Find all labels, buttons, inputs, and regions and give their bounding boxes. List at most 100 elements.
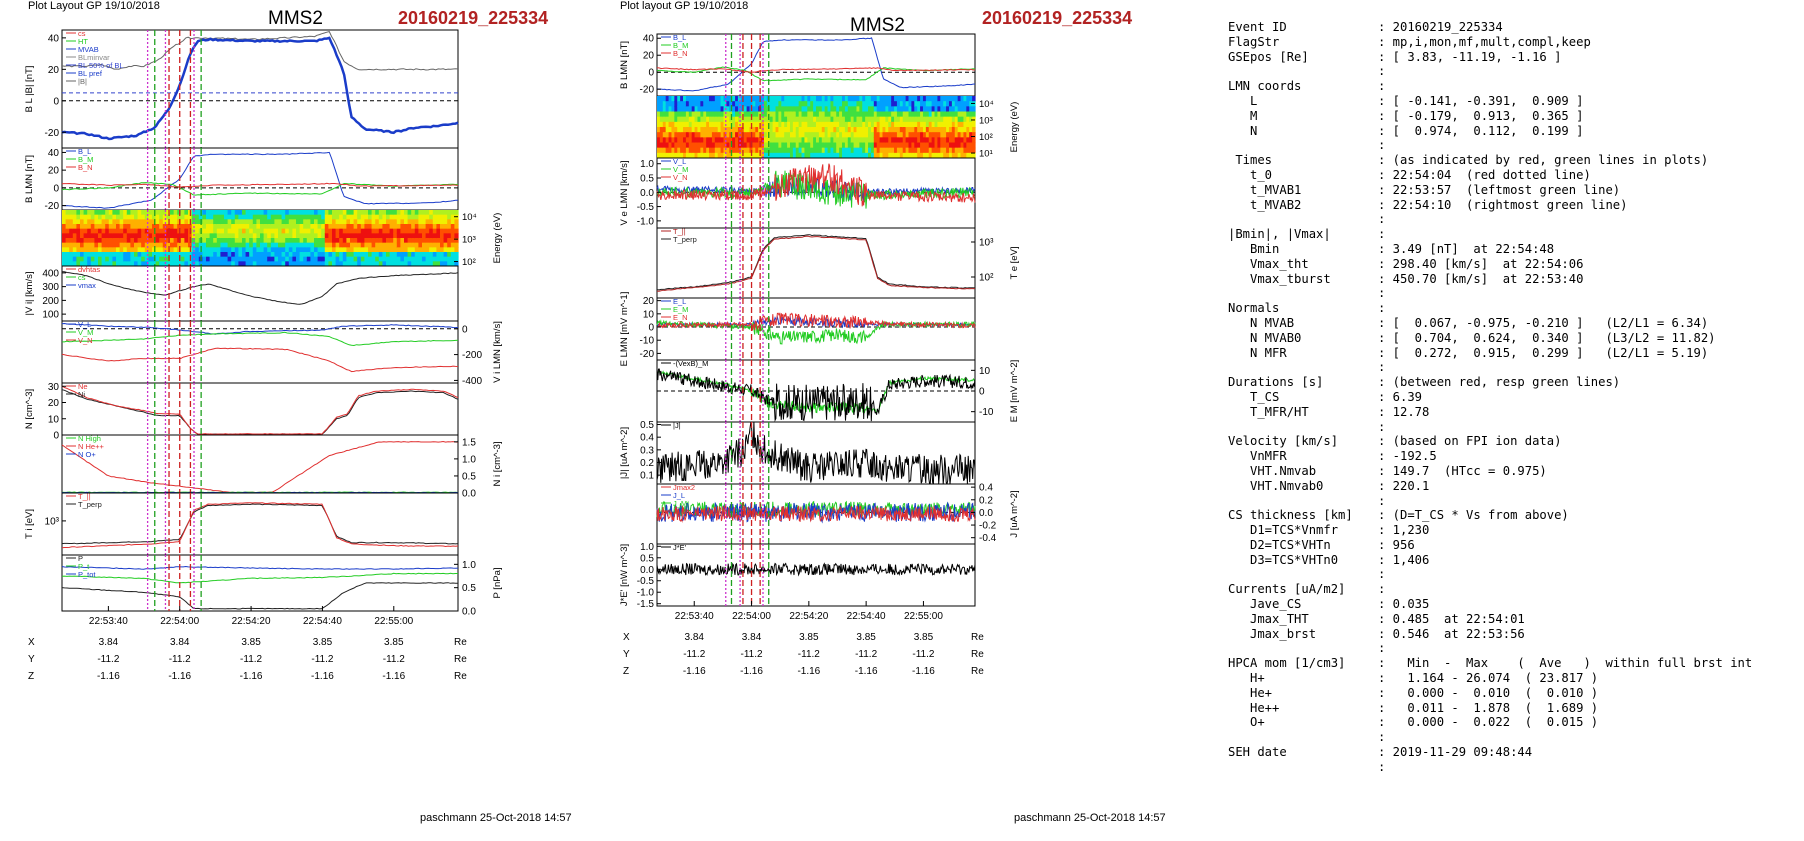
spectrogram-cell <box>810 137 814 144</box>
spectrogram-cell <box>288 247 293 253</box>
spectrogram-cell <box>274 214 279 220</box>
spectrogram-cell <box>368 242 373 248</box>
spectrogram-cell <box>821 147 826 154</box>
spectrogram-cell <box>816 121 820 128</box>
spectrogram-cell <box>720 152 725 159</box>
spectrogram-cell <box>220 214 225 220</box>
position-value: -11.2 <box>912 649 934 660</box>
spectrogram-cell <box>717 142 722 149</box>
spectrogram-cell <box>827 152 832 159</box>
spacecraft-title: MMS2 <box>268 8 323 29</box>
spectrogram-cell <box>957 101 962 107</box>
spectrogram-cell <box>943 101 947 107</box>
spectrogram-cell <box>665 111 670 118</box>
spectrogram-cell <box>123 238 128 244</box>
spectrogram-cell <box>238 256 243 262</box>
spectrogram-cell <box>94 228 99 234</box>
spectrogram-cell <box>119 233 124 239</box>
spectrogram-cell <box>108 233 113 239</box>
spectrogram-cell <box>371 252 376 258</box>
spectrogram-cell <box>69 219 74 225</box>
spectrogram-cell <box>847 147 852 154</box>
spectrogram-cell <box>888 137 892 144</box>
spectrogram-cell <box>292 219 297 225</box>
spectrogram-cell <box>853 111 858 118</box>
spectrogram-cell <box>281 247 286 253</box>
spectrogram-cell <box>137 238 142 244</box>
spectrogram-cell <box>90 256 95 262</box>
spectrogram-cell <box>317 256 322 262</box>
spectrogram-cell <box>842 96 846 102</box>
spectrogram-cell <box>429 238 434 244</box>
spectrogram-cell <box>905 106 910 113</box>
spectrogram-cell <box>737 111 742 118</box>
legend-label: P_tot <box>78 570 96 579</box>
spectrogram-cell <box>818 152 823 159</box>
spectrogram-cell <box>368 224 373 230</box>
spectrogram-cell <box>454 233 459 239</box>
spectrogram-cell <box>278 261 283 267</box>
spectrogram-cell <box>784 116 788 123</box>
spectrogram-cell <box>876 132 881 138</box>
spectrogram-cell <box>267 210 272 216</box>
spectrogram-cell <box>159 224 164 230</box>
spectrogram-cell <box>963 121 967 128</box>
spectrogram-cell <box>130 242 135 248</box>
spectrogram-cell <box>873 111 878 118</box>
spectrogram-cell <box>960 96 965 102</box>
spectrogram-cell <box>436 210 441 216</box>
spectrogram-cell <box>404 252 409 258</box>
spectrogram-cell <box>170 228 175 234</box>
spectrogram-cell <box>328 256 333 262</box>
series-line <box>61 36 459 141</box>
spectrogram-cell <box>870 121 875 128</box>
spectrogram-cell <box>76 228 81 234</box>
spectrogram-cell <box>844 101 849 107</box>
spectrogram-cell <box>969 147 973 154</box>
spectrogram-cell <box>882 142 886 149</box>
spectrogram-cell <box>948 132 953 138</box>
spectrogram-cell <box>371 224 376 230</box>
spectrogram-cell <box>105 238 110 244</box>
spectrogram-cell <box>206 210 211 216</box>
legend-label: B_L <box>673 33 686 42</box>
spectrogram-cell <box>703 147 707 154</box>
spectrogram-cell <box>321 256 326 262</box>
spectrogram-cell <box>152 256 157 262</box>
spectrogram-cell <box>202 247 207 253</box>
spectrogram-cell <box>680 137 684 144</box>
spectrogram-cell <box>94 210 99 216</box>
spectrogram-cell <box>80 238 85 244</box>
spectrogram-cell <box>966 121 970 128</box>
spectrogram-cell <box>396 228 401 234</box>
spectrogram-cell <box>691 111 696 118</box>
summary-value: : <box>1378 79 1386 94</box>
y-tick-label: -1.0 <box>637 216 655 227</box>
spectrogram-cell <box>285 224 290 230</box>
spectrogram-cell <box>801 111 806 118</box>
spectrogram-cell <box>418 228 423 234</box>
spectrogram-cell <box>299 214 304 220</box>
y-axis-label: B L |B| [nT] <box>24 66 35 113</box>
spectrogram-cell <box>723 116 727 123</box>
spectrogram-cell <box>775 147 780 154</box>
spectrogram-cell <box>801 152 806 159</box>
spectrogram-cell <box>249 214 254 220</box>
spectrogram-cell <box>700 96 704 102</box>
spectrogram-cell <box>729 137 733 144</box>
spectrogram-cell <box>101 238 106 244</box>
spectrogram-cell <box>69 210 74 216</box>
spectrogram-cell <box>288 219 293 225</box>
spectrogram-cell <box>868 121 872 128</box>
legend-label: J_M <box>673 499 687 508</box>
spectrogram-cell <box>908 152 912 159</box>
spectrogram-cell <box>191 210 196 216</box>
spectrogram-cell <box>946 121 950 128</box>
spectrogram-cell <box>339 224 344 230</box>
spectrogram-cell <box>101 252 106 258</box>
spectrogram-cell <box>375 261 380 267</box>
spectrogram-cell <box>844 142 849 149</box>
spectrogram-cell <box>450 228 455 234</box>
